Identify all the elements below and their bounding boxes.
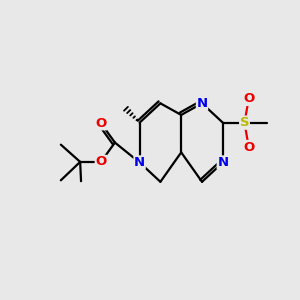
- Text: N: N: [196, 97, 208, 110]
- Text: O: O: [95, 117, 106, 130]
- Text: O: O: [243, 92, 254, 105]
- Text: N: N: [217, 156, 228, 169]
- Text: N: N: [134, 156, 145, 169]
- Text: O: O: [95, 155, 106, 168]
- Text: S: S: [240, 116, 249, 129]
- Text: O: O: [243, 140, 254, 154]
